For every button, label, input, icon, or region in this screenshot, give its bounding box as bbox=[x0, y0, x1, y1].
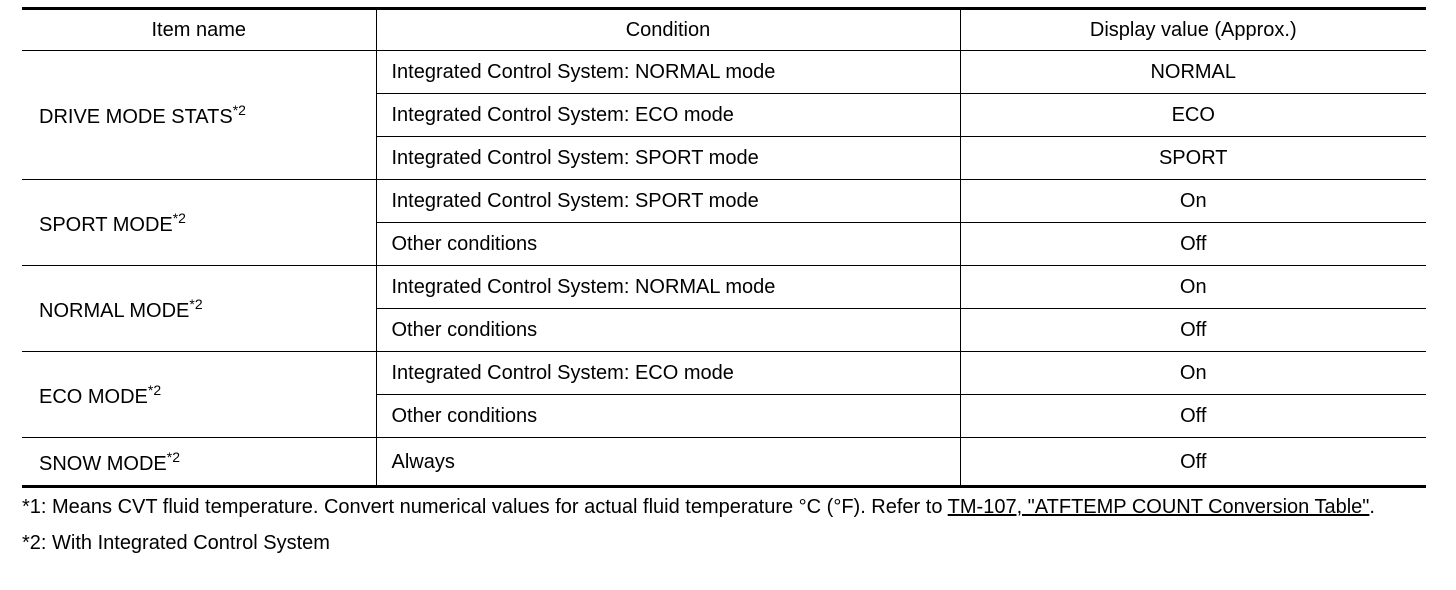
condition-cell: Integrated Control System: NORMAL mode bbox=[375, 50, 960, 94]
item-cell: NORMAL MODE*2 bbox=[22, 265, 376, 352]
header-row: Item name Condition Display value (Approx.… bbox=[22, 7, 1426, 51]
footnote: *2: With Integrated Control System bbox=[22, 528, 1426, 559]
item-name: SNOW MODE bbox=[39, 452, 167, 475]
table-row: Integrated Control System: ECO mode ECO bbox=[22, 93, 1426, 137]
value-cell: Off bbox=[959, 222, 1426, 266]
condition-cell: Other conditions bbox=[375, 222, 960, 266]
table-row: SNOW MODE*2 Always Off bbox=[22, 437, 1426, 488]
item-name: DRIVE MODE STATS bbox=[39, 106, 233, 128]
value-cell: SPORT bbox=[959, 136, 1426, 180]
table-row: Integrated Control System: SPORT mode SPO… bbox=[22, 136, 1426, 180]
header-cell: Condition bbox=[375, 7, 960, 51]
value-cell: Off bbox=[959, 394, 1426, 438]
item-cell: DRIVE MODE STATS*2 bbox=[22, 50, 376, 180]
condition-cell: Integrated Control System: SPORT mode bbox=[375, 179, 960, 223]
footnote-text: . bbox=[1369, 496, 1375, 518]
table-body: DRIVE MODE STATS*2 Integrated Control Sys… bbox=[22, 50, 1426, 488]
footnote-text: *1: Means CVT fluid temperature. Convert… bbox=[22, 496, 948, 518]
note-ref: *2 bbox=[166, 448, 181, 465]
value-cell: On bbox=[959, 351, 1426, 395]
note-ref: *2 bbox=[147, 381, 162, 398]
table-row: Other conditions Off bbox=[22, 222, 1426, 266]
table-row: NORMAL MODE*2 Integrated Control System: … bbox=[22, 265, 1426, 352]
data-table: Item name Condition Display value (Approx.… bbox=[22, 7, 1426, 488]
footnote-text: *2: With Integrated Control System bbox=[22, 532, 330, 554]
value-cell: On bbox=[959, 179, 1426, 223]
table-row: Other conditions Off bbox=[22, 308, 1426, 352]
item-cell: ECO MODE*2 bbox=[22, 351, 376, 438]
note-ref: *2 bbox=[232, 102, 246, 118]
item-name: NORMAL MODE bbox=[39, 299, 190, 322]
value-cell: On bbox=[959, 265, 1426, 309]
item-name: ECO MODE bbox=[39, 385, 148, 408]
note-ref: *2 bbox=[189, 295, 203, 312]
value-cell: ECO bbox=[959, 93, 1426, 137]
table-row: Other conditions Off bbox=[22, 394, 1426, 438]
table-row: SPORT MODE*2 Integrated Control System: S… bbox=[22, 179, 1426, 266]
condition-cell: Always bbox=[375, 437, 960, 488]
condition-cell: Integrated Control System: ECO mode bbox=[375, 351, 960, 395]
header-cell: Item name bbox=[22, 7, 376, 51]
reference-link[interactable]: TM-107, "ATFTEMP COUNT Conversion Table" bbox=[947, 496, 1370, 518]
item-cell: SPORT MODE*2 bbox=[22, 179, 376, 266]
condition-cell: Other conditions bbox=[375, 394, 960, 438]
header-cell: Display value (Approx.) bbox=[959, 7, 1426, 51]
condition-cell: Integrated Control System: NORMAL mode bbox=[375, 265, 960, 309]
footnotes: *1: Means CVT fluid temperature. Convert… bbox=[22, 492, 1426, 559]
condition-cell: Other conditions bbox=[375, 308, 960, 352]
footnote: *1: Means CVT fluid temperature. Convert… bbox=[22, 492, 1426, 523]
value-cell: Off bbox=[959, 308, 1426, 352]
condition-cell: Integrated Control System: ECO mode bbox=[375, 93, 960, 137]
condition-cell: Integrated Control System: SPORT mode bbox=[375, 136, 960, 180]
item-name: SPORT MODE bbox=[39, 213, 173, 236]
value-cell: Off bbox=[959, 437, 1426, 488]
document: Item name Condition Display value (Approx.… bbox=[22, 7, 1426, 559]
table-row: DRIVE MODE STATS*2 Integrated Control Sys… bbox=[22, 50, 1426, 180]
table-row: ECO MODE*2 Integrated Control System: ECO… bbox=[22, 351, 1426, 438]
item-cell: SNOW MODE*2 bbox=[22, 437, 376, 488]
note-ref: *2 bbox=[172, 209, 186, 226]
value-cell: NORMAL bbox=[959, 50, 1426, 94]
